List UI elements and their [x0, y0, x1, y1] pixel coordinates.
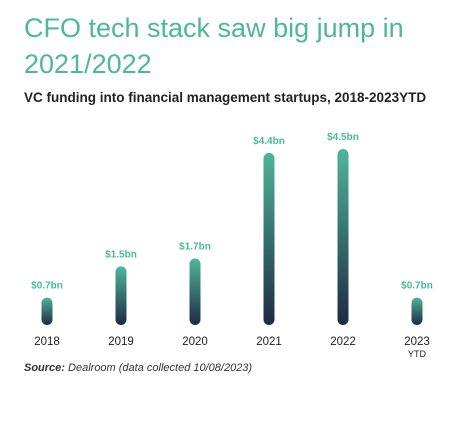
- source-label: Source:: [24, 362, 65, 374]
- bar-2021: [263, 152, 275, 325]
- category-sublabel-2023: YTD: [408, 349, 427, 359]
- bar-2022: [337, 149, 349, 325]
- bar-2020: [189, 258, 201, 325]
- chart-subtitle: VC funding into financial management sta…: [24, 90, 427, 105]
- category-label-2021: 2021: [256, 336, 282, 348]
- chart-title: CFO tech stack saw big jump in 2021/2022: [24, 13, 404, 79]
- source-note: Source: Dealroom (data collected 10/08/2…: [24, 362, 252, 374]
- category-label-2018: 2018: [34, 336, 60, 348]
- value-label-2023: $0.7bn: [401, 281, 433, 292]
- category-label-2019: 2019: [108, 336, 134, 348]
- category-label-2020: 2020: [182, 336, 208, 348]
- category-label-2022: 2022: [330, 336, 356, 348]
- source-text: Dealroom (data collected 10/08/2023): [68, 362, 253, 374]
- bar-chart: $0.7bn 2018 $1.5bn 2019 $1.7bn 2020 $4.4bn 2021…: [31, 132, 433, 359]
- value-label-2021: $4.4bn: [253, 136, 285, 147]
- value-label-2019: $1.5bn: [105, 249, 137, 260]
- value-label-2018: $0.7bn: [31, 281, 63, 292]
- bar-2019: [115, 266, 127, 325]
- value-label-2020: $1.7bn: [179, 242, 211, 253]
- category-label-2023: 2023: [404, 336, 430, 348]
- value-label-2022: $4.5bn: [327, 132, 359, 143]
- bar-2018: [41, 297, 53, 325]
- bar-2023: [411, 297, 423, 325]
